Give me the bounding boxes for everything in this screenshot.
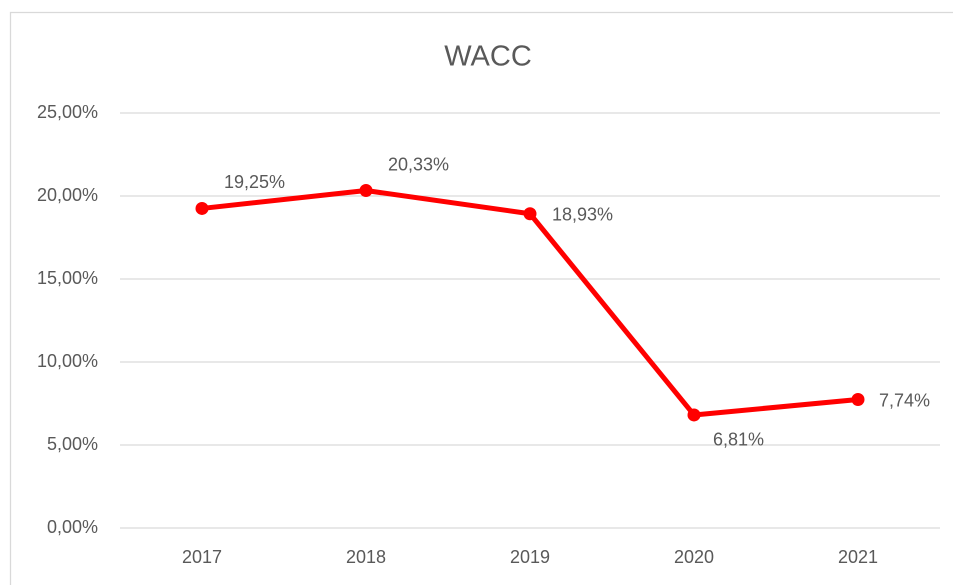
y-tick-label: 15,00% bbox=[37, 268, 98, 288]
data-point bbox=[195, 201, 209, 215]
y-tick-label: 10,00% bbox=[37, 351, 98, 371]
data-point bbox=[687, 408, 701, 422]
chart-title: WACC bbox=[444, 41, 532, 73]
chart-border bbox=[9, 11, 953, 585]
data-label: 18,93% bbox=[552, 205, 613, 225]
data-label: 20,33% bbox=[388, 154, 449, 174]
y-tick-label: 0,00% bbox=[47, 517, 98, 537]
data-label: 19,25% bbox=[224, 172, 285, 192]
x-tick-label: 2020 bbox=[674, 547, 714, 567]
y-tick-label: 25,00% bbox=[37, 102, 98, 122]
data-point bbox=[851, 393, 865, 407]
y-tick-label: 20,00% bbox=[37, 185, 98, 205]
x-tick-label: 2018 bbox=[346, 547, 386, 567]
data-label: 7,74% bbox=[879, 390, 930, 410]
data-label: 6,81% bbox=[713, 430, 764, 450]
x-tick-label: 2017 bbox=[182, 547, 222, 567]
data-point bbox=[523, 207, 537, 221]
data-point bbox=[359, 184, 373, 198]
y-tick-label: 5,00% bbox=[47, 434, 98, 454]
x-tick-label: 2021 bbox=[838, 547, 878, 567]
x-tick-label: 2019 bbox=[510, 547, 550, 567]
